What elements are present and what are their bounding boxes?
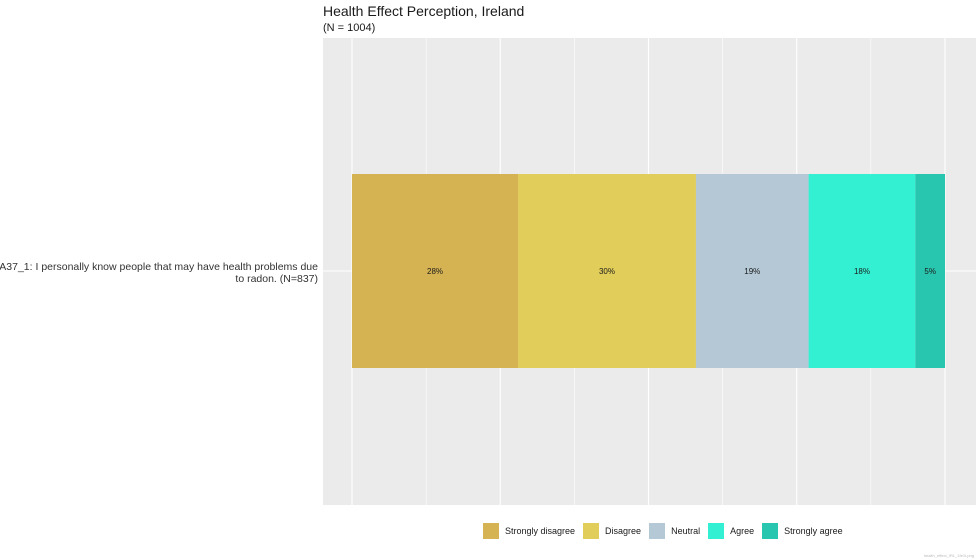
bar-strongly-agree	[915, 174, 945, 368]
legend-item: Neutral	[649, 523, 700, 539]
bar-disagree	[518, 174, 696, 368]
data-label: 28%	[427, 267, 443, 276]
legend-item: Agree	[708, 523, 754, 539]
y-tick-label: RA37_1: I personally know people that ma…	[0, 261, 318, 285]
chart-subtitle: (N = 1004)	[323, 22, 376, 34]
legend-item: Strongly disagree	[483, 523, 575, 539]
legend-item: Strongly agree	[762, 523, 843, 539]
legend-label: Neutral	[671, 526, 701, 536]
legend-label: Strongly disagree	[505, 526, 576, 536]
bar-neutral	[695, 174, 809, 368]
legend-key	[708, 523, 725, 539]
legend-key	[762, 523, 779, 539]
data-label: 5%	[924, 267, 936, 276]
bar-strongly-disagree	[352, 174, 519, 368]
legend-key	[649, 523, 666, 539]
data-label: 18%	[854, 267, 870, 276]
legend-key	[483, 523, 499, 539]
bar-agree	[808, 174, 916, 368]
legend-label: Disagree	[605, 526, 642, 536]
legend-key	[583, 523, 600, 539]
legend-item: Disagree	[583, 523, 641, 539]
chart-title: Health Effect Perception, Ireland	[323, 3, 525, 19]
legend: Strongly disagree Disagree Neutral Agree Str…	[483, 523, 851, 539]
data-labels: 28% 30% 19% 18% 5%	[427, 267, 936, 276]
caption: health_effect_IRL_1fe1t.png	[923, 553, 974, 558]
legend-label: Agree	[730, 526, 755, 536]
legend-label: Strongly agree	[784, 526, 843, 536]
bars	[352, 174, 945, 368]
data-label: 30%	[599, 267, 615, 276]
data-label: 19%	[744, 267, 760, 276]
